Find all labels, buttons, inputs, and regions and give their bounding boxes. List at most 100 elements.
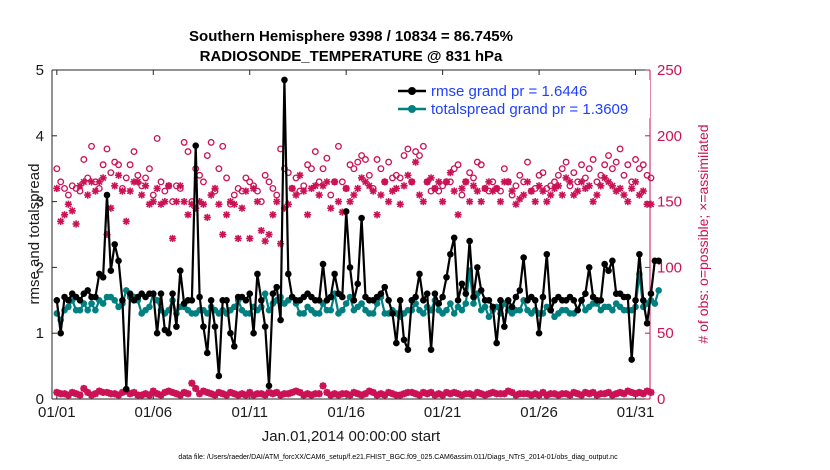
possible-obs-marker (589, 156, 597, 163)
possible-obs-marker (269, 184, 277, 192)
rmse-point (173, 323, 180, 330)
possible-obs-marker (149, 191, 157, 199)
data-file-footnote: data file: /Users/raeder/DAI/ATM_forcXX/… (178, 454, 618, 461)
y-axis-label-left: rmse and totalspread (26, 164, 43, 305)
rmse-point (632, 297, 639, 304)
totalspread-point (265, 306, 273, 314)
x-axis-label: Jan.01,2014 00:00:00 start (262, 428, 441, 445)
assimilated-marker-stroke (597, 182, 605, 190)
rmse-point (516, 287, 524, 294)
assimilated-marker-stroke (427, 174, 435, 182)
assimilated-marker-stroke (605, 389, 612, 396)
assimilated-marker-stroke (99, 174, 107, 182)
assimilated-obs-marker (585, 182, 593, 190)
rmse-point (439, 293, 446, 301)
assimilated-marker-stroke (215, 200, 223, 208)
assimilated-marker-stroke (416, 191, 423, 199)
rmse-point (126, 290, 134, 298)
possible-obs-marker (578, 161, 585, 169)
possible-obs-marker (335, 142, 342, 150)
x-tick-label: 01/31 (617, 404, 655, 421)
rmse-point (377, 290, 385, 298)
assimilated-marker-stroke (470, 182, 477, 190)
totalspread-point (458, 306, 466, 314)
possible-obs-marker (95, 184, 103, 192)
assimilated-obs-marker (419, 198, 427, 206)
possible-obs-marker (184, 148, 192, 156)
assimilated-obs-marker (222, 211, 231, 219)
rmse-point (512, 293, 520, 301)
assimilated-obs-marker (512, 200, 520, 208)
possible-obs-marker (61, 184, 68, 192)
assimilated-marker-stroke (134, 178, 142, 186)
assimilated-marker-stroke (566, 178, 574, 186)
possible-obs-marker (570, 169, 578, 177)
legend: rmse grand pr = 1.6446 totalspread grand… (394, 80, 650, 118)
obs-count-series (53, 134, 655, 399)
assimilated-obs-marker (161, 198, 169, 206)
assimilated-marker-stroke (477, 198, 485, 205)
rmse-point (381, 283, 389, 291)
assimilated-obs-marker (331, 178, 339, 186)
assimilated-marker-stroke (323, 178, 331, 186)
rmse-point (350, 297, 358, 304)
possible-obs-marker (261, 171, 269, 179)
possible-obs-marker (80, 156, 88, 163)
possible-obs-marker (416, 152, 423, 159)
y-tick-label-left: 2 (36, 259, 44, 276)
assimilated-obs-marker (531, 198, 539, 206)
assimilated-marker-stroke (632, 178, 639, 186)
possible-obs-marker (292, 174, 300, 182)
assimilated-marker-stroke (458, 185, 466, 192)
rmse-point (647, 290, 655, 298)
rmse-point (269, 290, 277, 298)
possible-obs-marker (64, 191, 72, 199)
assimilated-marker-stroke (204, 214, 211, 221)
assimilated-marker-stroke (350, 191, 358, 199)
possible-obs-marker (53, 165, 61, 173)
assimilated-marker-stroke (412, 158, 419, 166)
totalspread-point (450, 310, 458, 317)
assimilated-obs-marker (199, 200, 208, 208)
assimilated-marker-stroke (188, 379, 196, 387)
rmse-point (535, 329, 543, 337)
assimilated-obs-marker (269, 211, 277, 219)
rmse-point (655, 257, 662, 265)
rmse-point (200, 323, 207, 330)
assimilated-marker-stroke (435, 178, 443, 186)
rmse-point (342, 208, 350, 215)
assimilated-obs-marker (149, 198, 157, 206)
assimilated-marker-stroke (377, 191, 385, 199)
totalspread-point (261, 290, 269, 298)
assimilated-marker-stroke (616, 185, 624, 192)
assimilated-obs-marker (226, 198, 235, 206)
assimilated-marker-stroke (393, 185, 400, 192)
possible-obs-marker (323, 154, 331, 162)
assimilated-obs-marker (57, 217, 65, 225)
totalspread-point (609, 306, 616, 314)
assimilated-obs-marker (300, 187, 308, 195)
rmse-point (254, 270, 261, 278)
assimilated-marker-stroke (192, 385, 199, 392)
rmse-point (111, 241, 118, 248)
assimilated-obs-marker (215, 200, 223, 208)
possible-obs-marker (470, 174, 477, 182)
assimilated-obs-marker (203, 213, 211, 221)
assimilated-marker-stroke (504, 178, 512, 186)
assimilated-marker-stroke (408, 178, 416, 186)
assimilated-obs-marker (620, 191, 628, 199)
assimilated-obs-marker-low (76, 391, 84, 399)
rmse-point (319, 260, 327, 268)
rmse-point (346, 264, 354, 271)
assimilated-obs-marker (477, 198, 485, 206)
assimilated-obs-marker (288, 184, 296, 193)
assimilated-obs-marker (311, 182, 319, 190)
possible-obs-marker (142, 174, 150, 182)
assimilated-obs-marker (350, 191, 358, 199)
assimilated-obs-marker (396, 200, 404, 208)
assimilated-obs-marker (473, 187, 481, 195)
assimilated-obs-marker (431, 184, 439, 193)
rmse-point (53, 297, 61, 304)
rmse-point (570, 297, 578, 304)
legend-totalspread-label: totalspread grand pr = 1.3609 (431, 101, 628, 118)
